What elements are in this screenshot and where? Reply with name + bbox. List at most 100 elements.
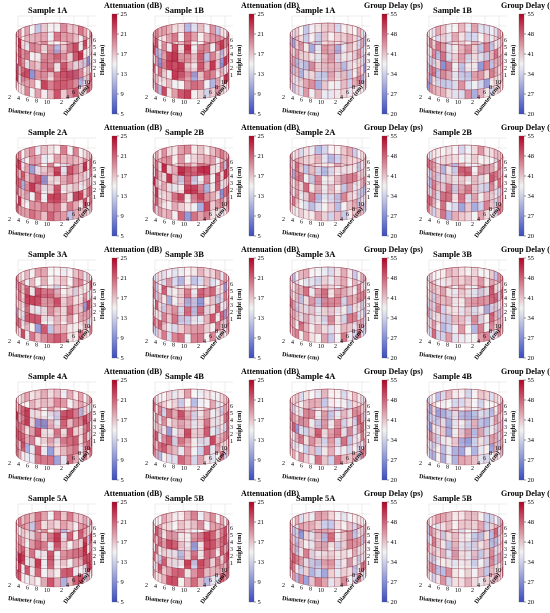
heat-cell bbox=[72, 60, 79, 71]
heat-cell bbox=[440, 322, 447, 333]
heat-cell bbox=[177, 297, 185, 307]
heat-cell bbox=[440, 173, 447, 184]
colorbar-title: Attenuation (dB) bbox=[104, 367, 163, 376]
colorbar-tick-label: 27 bbox=[528, 335, 535, 342]
heat-cell bbox=[18, 317, 22, 329]
heat-cell bbox=[86, 46, 90, 58]
heat-cell bbox=[292, 28, 296, 40]
heat-cell bbox=[298, 207, 304, 219]
chart-panel: Sample 4A Attenuation (dB) 1 2 3 4 5 6 Height (c… bbox=[0, 366, 162, 488]
heat-cell bbox=[308, 540, 316, 551]
heat-cell bbox=[334, 145, 342, 155]
heat-cell bbox=[171, 427, 179, 438]
heat-cell bbox=[303, 539, 310, 550]
heat-cell bbox=[346, 557, 353, 568]
heat-cell bbox=[477, 427, 485, 438]
heat-cell bbox=[321, 288, 329, 299]
cylinder-cells bbox=[289, 388, 367, 466]
colorbar-tick-label: 21 bbox=[121, 275, 128, 282]
colorbar-title: Attenuation (dB) bbox=[104, 123, 163, 132]
heat-cell bbox=[60, 520, 68, 530]
heat-cell bbox=[483, 417, 490, 428]
colorbar-tick-label: 9 bbox=[258, 91, 261, 98]
heat-cell bbox=[155, 195, 159, 207]
heat-cell bbox=[78, 424, 84, 436]
heat-cell bbox=[298, 171, 304, 183]
heat-cell bbox=[203, 276, 211, 287]
heat-cell bbox=[24, 546, 30, 558]
heat-cell bbox=[47, 211, 55, 222]
heat-cell bbox=[458, 62, 466, 73]
colorbar bbox=[111, 379, 118, 481]
heat-cell bbox=[161, 147, 167, 159]
heat-cell bbox=[91, 566, 93, 578]
heat-cell bbox=[489, 424, 495, 436]
heat-cell bbox=[78, 513, 84, 525]
heat-cell bbox=[161, 442, 167, 454]
heat-cell bbox=[66, 296, 74, 307]
heat-cell bbox=[451, 267, 459, 277]
heat-cell bbox=[451, 520, 459, 530]
heat-cell bbox=[53, 44, 61, 55]
colorbar-tick-label: 34 bbox=[528, 71, 535, 78]
x-tick-label: 8 bbox=[35, 99, 38, 105]
heat-cell bbox=[155, 168, 159, 180]
heat-cell bbox=[440, 399, 447, 410]
heat-cell bbox=[464, 62, 472, 73]
heat-cell bbox=[440, 209, 447, 220]
heat-cell bbox=[171, 201, 179, 212]
heat-cell bbox=[314, 568, 322, 578]
cylinder-rim bbox=[289, 388, 367, 412]
heat-cell bbox=[346, 182, 353, 193]
colorbar-tick-label: 9 bbox=[121, 579, 124, 586]
heat-cell bbox=[166, 512, 173, 523]
heat-cell bbox=[203, 427, 211, 438]
heat-cell bbox=[53, 446, 61, 457]
heat-cell bbox=[18, 394, 22, 406]
heat-cell bbox=[308, 145, 316, 156]
heat-cell bbox=[493, 48, 499, 60]
y-tick-label: 4 bbox=[340, 583, 343, 589]
heat-cell bbox=[29, 530, 36, 541]
heat-cell bbox=[161, 451, 167, 463]
chart-panel: Sample 4A Group Delay (ps) 1 2 3 4 5 6 Height (c… bbox=[274, 366, 423, 488]
heat-cell bbox=[171, 79, 179, 90]
heat-cell bbox=[294, 432, 300, 444]
heat-cell bbox=[356, 392, 362, 404]
colorbar-title: Group Delay (ps) bbox=[501, 489, 550, 498]
heat-cell bbox=[166, 78, 173, 89]
heat-cell bbox=[47, 175, 55, 186]
heat-cell bbox=[197, 193, 205, 203]
heat-cell bbox=[327, 193, 335, 204]
heat-cell bbox=[340, 201, 348, 212]
heat-cell bbox=[327, 410, 335, 421]
heat-cell bbox=[86, 516, 90, 528]
heat-cell bbox=[497, 412, 501, 424]
heat-cell bbox=[18, 439, 22, 451]
colorbar-tick-label: 27 bbox=[528, 91, 535, 98]
heat-cell bbox=[203, 567, 211, 578]
heat-cell bbox=[471, 202, 479, 212]
heat-cell bbox=[440, 277, 447, 288]
y-tick-label: 8 bbox=[489, 451, 492, 457]
heat-cell bbox=[24, 269, 30, 281]
heat-cell bbox=[60, 398, 68, 408]
heat-cell bbox=[464, 519, 472, 530]
x-tick-label: 2 bbox=[8, 217, 11, 223]
heat-cell bbox=[177, 32, 185, 42]
heat-cell bbox=[171, 520, 179, 531]
heat-cell bbox=[203, 305, 211, 316]
heat-cell bbox=[177, 532, 185, 542]
heat-cell bbox=[16, 324, 19, 337]
heat-cell bbox=[435, 415, 441, 427]
z-axis-label: Height (cm) bbox=[99, 45, 106, 76]
heat-cell bbox=[314, 511, 322, 521]
heat-cell bbox=[60, 32, 68, 42]
z-tick-label: 5 bbox=[504, 411, 507, 417]
heat-cell bbox=[40, 437, 48, 447]
heat-cell bbox=[161, 284, 167, 296]
heat-cell bbox=[294, 179, 300, 191]
heat-cell bbox=[321, 419, 329, 430]
y-tick-label: 2 bbox=[334, 466, 337, 472]
colorbar-tick-label: 48 bbox=[391, 31, 398, 38]
